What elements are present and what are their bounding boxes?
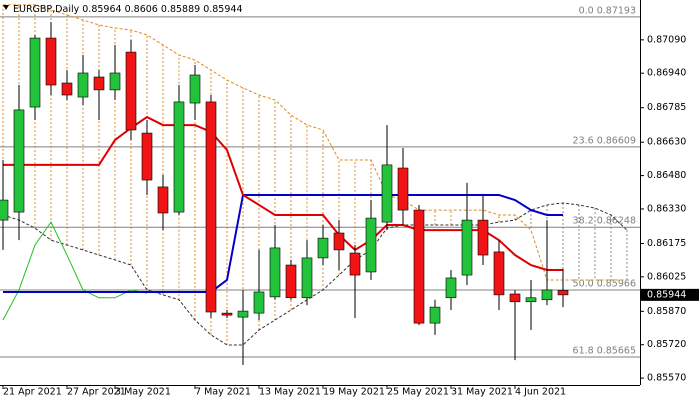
candle-body (557, 290, 569, 296)
y-tick-label: 0.85570 (647, 373, 686, 384)
y-tick-label: 0.85720 (647, 339, 686, 350)
candle-body (445, 277, 457, 299)
symbol-icon (3, 5, 9, 10)
fib-label: 50.0 0.85966 (573, 278, 636, 289)
x-tick-label: 25 May 2021 (387, 387, 449, 398)
fib-label: 0.0 0.87193 (579, 5, 636, 16)
x-tick-label: 31 May 2021 (451, 387, 513, 398)
candle-body (61, 82, 73, 96)
candle-body (125, 51, 137, 131)
candle-body (317, 237, 329, 259)
y-tick-label: 0.86025 (647, 271, 686, 282)
last-price-label: 0.85944 (647, 289, 686, 300)
candle-body (333, 232, 345, 251)
candle-body (93, 76, 105, 91)
candle-body (29, 37, 41, 108)
candle-body (13, 109, 25, 213)
x-tick-label: 21 Apr 2021 (3, 387, 62, 398)
kijun-sen (3, 193, 563, 293)
chikou-span (2, 221, 148, 321)
fib-label: 38.2 0.86248 (573, 216, 636, 227)
x-tick-label: 3 May 2021 (115, 387, 171, 398)
candle-body (0, 199, 9, 221)
candle-body (349, 252, 361, 276)
y-tick-label: 0.86630 (647, 137, 686, 148)
fib-label: 23.6 0.86609 (573, 135, 636, 146)
candle-body (461, 219, 473, 276)
x-tick-label: 4 Jun 2021 (515, 387, 566, 398)
y-tick-label: 0.86785 (647, 102, 686, 113)
candle-body (493, 251, 505, 296)
senkou-span-a (2, 202, 628, 346)
candle-body (45, 37, 57, 86)
candle-body (189, 74, 201, 104)
candle-body (141, 132, 153, 181)
candle-body (173, 101, 185, 213)
candle-body (509, 293, 521, 303)
candle-body (413, 209, 425, 324)
plot-area: 0.0 0.87193 23.6 0.86609 38.2 0.86248 50.0 … (0, 4, 640, 365)
candle-body (397, 167, 409, 211)
candle-body (109, 72, 121, 91)
candle-body (205, 101, 217, 313)
x-tick-label: 19 May 2021 (323, 387, 385, 398)
candle-body (269, 247, 281, 298)
senkou-span-b (3, 4, 627, 281)
y-tick-label: 0.87090 (647, 34, 686, 45)
quote-open: 0.85964 (82, 4, 121, 15)
fib-label: 61.8 0.85665 (573, 345, 636, 356)
y-tick-label: 0.85870 (647, 306, 686, 317)
x-tick-label: 27 Apr 2021 (67, 387, 126, 398)
quote-high: 0.8606 (125, 4, 158, 15)
chart-header: EURGBP,Daily 0.85964 0.8606 0.85889 0.85… (13, 4, 243, 15)
y-tick-label: 0.86330 (647, 203, 686, 214)
quote-low: 0.85889 (161, 4, 200, 15)
candle-body (525, 297, 537, 303)
y-tick-label: 0.86940 (647, 68, 686, 79)
candle-body (77, 72, 89, 98)
candle-body (253, 291, 265, 314)
symbol: EURGBP,Daily (13, 4, 80, 15)
x-tick-label: 13 May 2021 (259, 387, 321, 398)
candle-body (301, 257, 313, 299)
candle-body (221, 312, 233, 316)
candle-body (365, 217, 377, 273)
candle-body (157, 186, 169, 214)
candle-body (429, 306, 441, 324)
candle-body (285, 264, 297, 299)
y-tick-label: 0.86480 (647, 170, 686, 181)
last-price-box (641, 288, 699, 301)
candle-body (237, 310, 249, 318)
candle-body (477, 219, 489, 256)
quote-close: 0.85944 (203, 4, 242, 15)
x-tick-label: 7 May 2021 (195, 387, 251, 398)
candle-body (541, 289, 553, 301)
candle-body (381, 164, 393, 223)
y-tick-label: 0.86175 (647, 238, 686, 249)
